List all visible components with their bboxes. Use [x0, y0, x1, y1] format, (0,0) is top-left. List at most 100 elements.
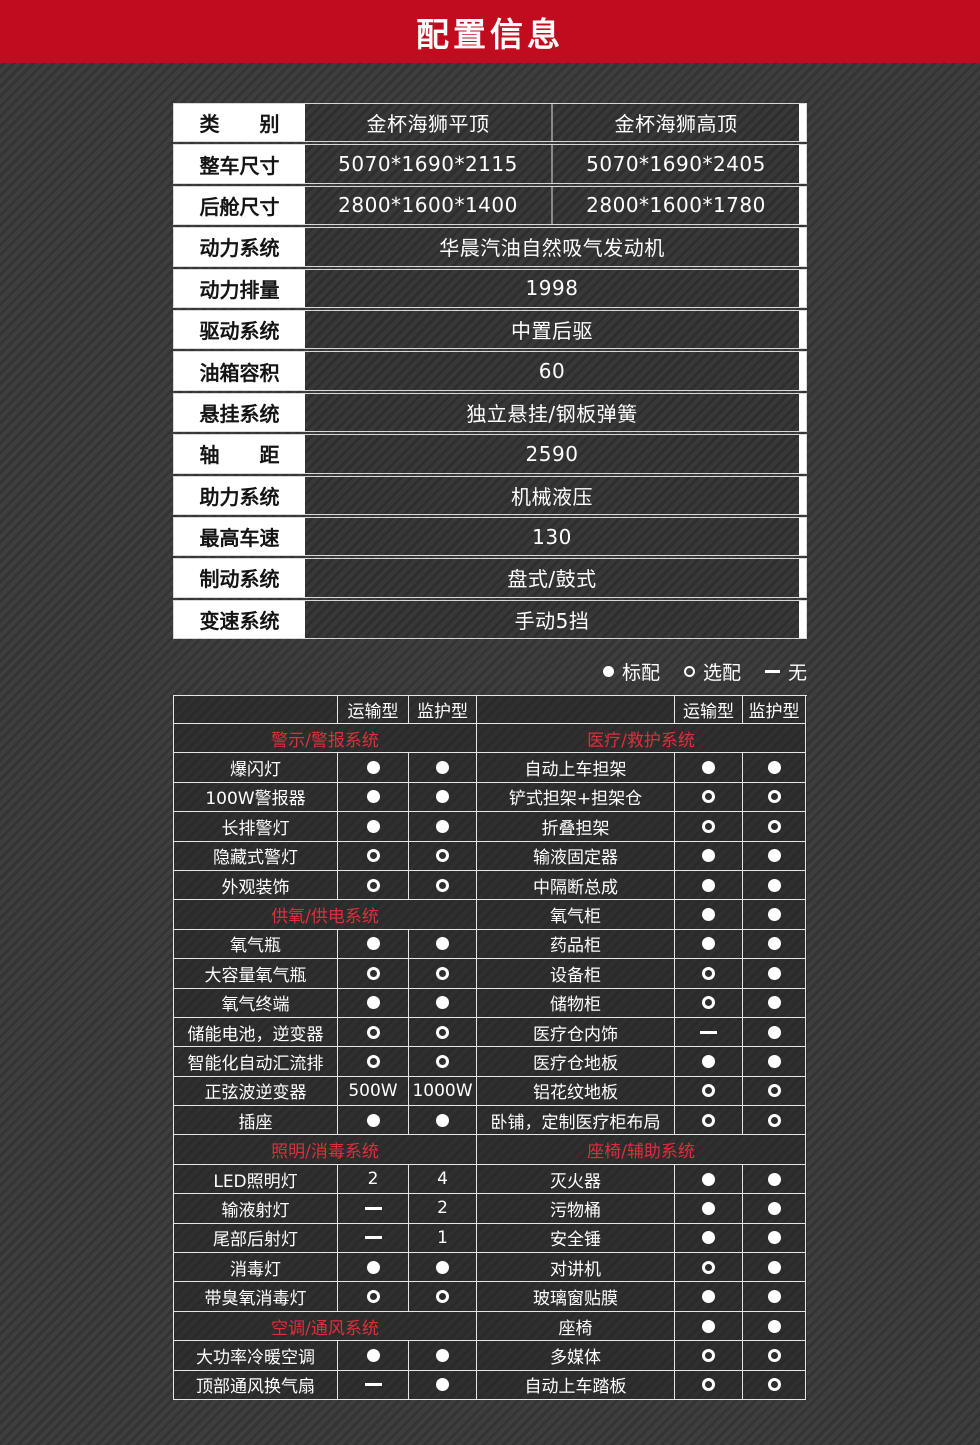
page-title: 配置信息 — [416, 14, 564, 54]
spec-values: 1998 — [305, 269, 799, 307]
spec-values: 独立悬挂/钢板弹簧 — [305, 393, 799, 432]
feature-value-monitor: 1 — [409, 1223, 477, 1254]
spec-row: 最高车速 130 — [173, 516, 807, 557]
row-end-bar — [799, 435, 806, 473]
feature-value-monitor — [409, 1253, 477, 1283]
feature-label: 储能电池，逆变器 — [174, 1017, 338, 1048]
feature-label: 消毒灯 — [174, 1253, 338, 1283]
standard-icon — [366, 819, 380, 833]
feature-value-transport — [338, 1341, 409, 1371]
feature-label: 顶部通风换气扇 — [174, 1370, 338, 1400]
optional-icon — [436, 878, 449, 892]
feature-label: 储物柜 — [477, 988, 675, 1018]
standard-icon — [436, 937, 449, 951]
standard-icon — [702, 1201, 715, 1215]
feature-value-transport — [338, 1223, 409, 1254]
feature-label: 卧铺，定制医疗柜布局 — [477, 1106, 675, 1136]
feature-value-transport: 2 — [338, 1164, 409, 1195]
standard-icon — [767, 1290, 781, 1304]
spec-value: 2590 — [525, 441, 579, 466]
feature-value-monitor — [743, 1282, 806, 1312]
feature-value-transport — [338, 1047, 409, 1077]
feature-value-transport — [675, 900, 743, 930]
section-header: 照明/消毒系统 — [174, 1135, 477, 1165]
optional-icon — [767, 790, 781, 804]
feature-value-transport — [338, 1253, 409, 1283]
feature-value-monitor — [743, 1017, 806, 1048]
feature-value-transport — [675, 753, 743, 783]
standard-icon — [767, 1025, 781, 1039]
section-header: 医疗/救护系统 — [477, 724, 806, 754]
feature-label: 污物桶 — [477, 1194, 675, 1224]
spec-row: 变速系统 手动5挡 — [173, 599, 807, 640]
feature-label: 隐藏式警灯 — [174, 841, 338, 871]
feature-label: 中隔断总成 — [477, 870, 675, 901]
feature-value-transport: 500W — [338, 1076, 409, 1107]
feature-label: 氧气柜 — [477, 900, 675, 930]
standard-icon — [366, 1348, 380, 1362]
legend-item: 选配 — [683, 658, 741, 685]
feature-label: 玻璃窗贴膜 — [477, 1282, 675, 1312]
spec-values: 手动5挡 — [305, 600, 799, 639]
feature-label: 自动上车踏板 — [477, 1370, 675, 1400]
optional-icon — [702, 966, 715, 980]
standard-icon — [702, 1290, 715, 1304]
feature-value-monitor — [743, 1106, 806, 1136]
feature-label: LED照明灯 — [174, 1164, 338, 1195]
spec-value: 华晨汽油自然吸气发动机 — [439, 236, 665, 261]
feature-label: 输液射灯 — [174, 1194, 338, 1224]
column-header-transport: 运输型 — [675, 696, 743, 724]
spec-value: 5070*1690*2405 — [551, 145, 799, 183]
optional-icon — [366, 878, 380, 892]
spec-row: 悬挂系统 独立悬挂/钢板弹簧 — [173, 392, 807, 433]
feature-label: 氧气终端 — [174, 988, 338, 1018]
spec-row: 动力排量 1998 — [173, 268, 807, 308]
row-end-bar — [799, 310, 806, 349]
section-header: 警示/警报系统 — [174, 724, 477, 754]
spec-label: 变速系统 — [174, 600, 305, 639]
section-header: 座椅/辅助系统 — [477, 1135, 806, 1165]
standard-icon — [366, 761, 380, 775]
row-end-bar — [799, 228, 806, 266]
feature-value-transport — [675, 929, 743, 960]
standard-icon — [436, 790, 449, 804]
optional-icon — [436, 1290, 449, 1304]
feature-value-transport — [675, 1311, 743, 1342]
feature-value-transport — [338, 1370, 409, 1400]
spec-value: 60 — [538, 359, 566, 384]
standard-icon — [436, 1113, 449, 1127]
feature-value-monitor — [743, 1341, 806, 1371]
feature-value-monitor — [743, 1370, 806, 1400]
feature-value-transport — [675, 988, 743, 1018]
feature-label: 爆闪灯 — [174, 753, 338, 783]
standard-icon — [702, 1319, 715, 1333]
section-header: 空调/通风系统 — [174, 1311, 477, 1342]
spec-row: 类 别 金杯海狮平顶 金杯海狮高顶 — [173, 103, 807, 143]
feature-label: 输液固定器 — [477, 841, 675, 871]
row-end-bar — [799, 269, 806, 307]
feature-value-transport — [675, 1223, 743, 1254]
none-icon — [700, 1030, 717, 1034]
spec-label: 整车尺寸 — [174, 145, 305, 183]
standard-icon — [767, 1054, 781, 1068]
spec-value: 金杯海狮平顶 — [366, 112, 490, 137]
standard-icon — [702, 849, 715, 863]
spec-row: 驱动系统 中置后驱 — [173, 309, 807, 350]
spec-value: 130 — [532, 524, 572, 549]
spec-value: 中置后驱 — [511, 319, 593, 344]
feature-value-transport — [338, 782, 409, 813]
none-icon — [364, 1206, 382, 1210]
feature-value-monitor — [409, 753, 477, 783]
feature-label: 100W警报器 — [174, 782, 338, 813]
standard-icon — [767, 996, 781, 1010]
spec-value: 2800*1600*1780 — [551, 186, 799, 225]
feature-value-monitor — [409, 1106, 477, 1136]
spec-value: 2800*1600*1400 — [338, 193, 518, 218]
optional-icon — [767, 1113, 781, 1127]
row-end-bar — [799, 559, 806, 597]
legend-label: 无 — [787, 661, 807, 684]
standard-icon — [767, 1260, 781, 1274]
standard-icon — [767, 1201, 781, 1215]
feature-value-monitor — [743, 870, 806, 901]
feature-value-monitor — [409, 812, 477, 842]
